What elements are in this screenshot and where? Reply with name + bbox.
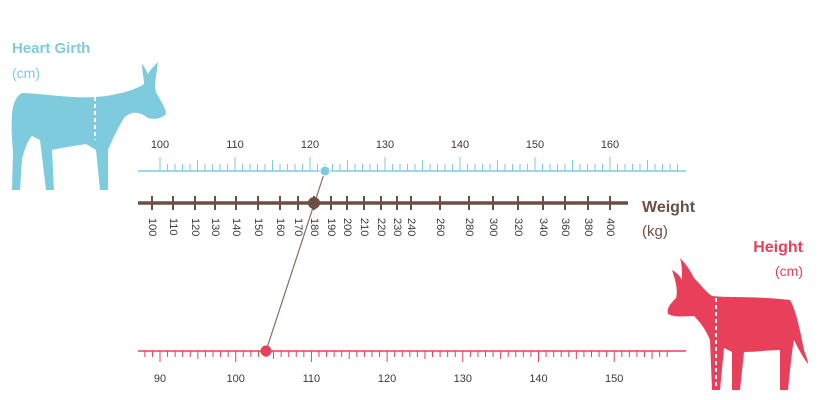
weight-tick-label: 360 <box>559 218 571 236</box>
height-donkey-icon <box>667 258 808 390</box>
girth-tick-label: 110 <box>226 139 244 151</box>
weight-tick-label: 140 <box>230 218 242 236</box>
weight-tick-label: 150 <box>252 218 264 236</box>
weight-tick-label: 160 <box>274 218 286 236</box>
height-tick-label: 140 <box>529 373 547 385</box>
height-marker <box>260 345 272 357</box>
weight-tick-label: 100 <box>146 218 158 236</box>
weight-axis: 100 110 120 130 140 150 160 170 180 190 200 210 220 2… <box>138 196 628 236</box>
girth-tick-label: 100 <box>151 139 169 151</box>
weight-tick-label: 320 <box>512 218 524 236</box>
height-tick-label: 110 <box>303 373 321 385</box>
height-tick-label: 130 <box>454 373 472 385</box>
weight-tick-label: 230 <box>391 218 403 236</box>
weight-unit: (kg) <box>642 223 668 240</box>
height-tick-label: 150 <box>605 373 623 385</box>
height-axis: 90 100 110 120 130 140 150 <box>138 350 686 385</box>
girth-axis: 100 110 120 130 140 150 160 <box>138 139 686 172</box>
girth-tick-label: 130 <box>376 139 394 151</box>
weight-tick-label: 380 <box>582 218 594 236</box>
weight-tick-label: 240 <box>405 218 417 236</box>
weight-tick-label: 280 <box>463 218 475 236</box>
weight-tick-label: 110 <box>167 218 179 236</box>
weight-tick-label: 300 <box>487 218 499 236</box>
height-tick-label: 100 <box>227 373 245 385</box>
weight-tick-label: 340 <box>537 218 549 236</box>
girth-marker <box>319 165 331 177</box>
weight-tick-label: 210 <box>358 218 370 236</box>
girth-tick-label: 140 <box>451 139 469 151</box>
girth-title: Heart Girth <box>12 40 90 57</box>
weight-title: Weight <box>642 199 696 216</box>
girth-tick-label: 150 <box>526 139 544 151</box>
weight-tick-label: 180 <box>308 218 320 236</box>
weight-marker <box>308 197 320 209</box>
weight-tick-label: 400 <box>604 218 616 236</box>
height-title: Height <box>753 239 803 256</box>
weight-tick-label: 260 <box>434 218 446 236</box>
reading-markers <box>260 165 331 357</box>
height-unit: (cm) <box>775 263 803 279</box>
girth-tick-label: 120 <box>301 139 319 151</box>
height-tick-label: 90 <box>154 373 166 385</box>
weight-tick-label: 120 <box>189 218 201 236</box>
girth-donkey-icon <box>11 62 167 190</box>
weight-tick-label: 130 <box>209 218 221 236</box>
weight-tick-label: 200 <box>341 218 353 236</box>
weight-tick-label: 170 <box>292 218 304 236</box>
height-tick-label: 120 <box>378 373 396 385</box>
girth-tick-label: 160 <box>601 139 619 151</box>
weight-tick-label: 220 <box>375 218 387 236</box>
weight-tick-label: 190 <box>325 218 337 236</box>
girth-unit: (cm) <box>12 65 40 81</box>
